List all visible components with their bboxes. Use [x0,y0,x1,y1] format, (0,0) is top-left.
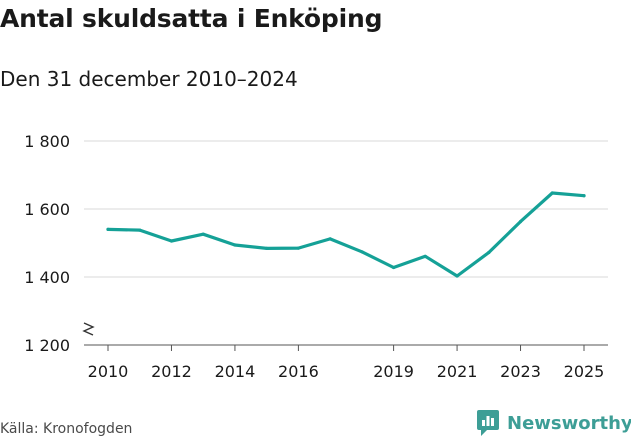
data-point [550,191,554,195]
data-point [169,239,174,243]
data-point [106,227,110,231]
x-tick-label: 2019 [373,362,414,381]
x-tick-label: 2012 [151,362,192,381]
x-tick-label: 2010 [88,362,129,381]
y-tick-label: 1 200 [24,336,70,355]
data-point [201,232,205,236]
data-point [296,246,300,250]
data-point [265,246,269,250]
data-point [328,237,332,241]
x-tick-label: 2025 [564,362,605,381]
chart-title: Antal skuldsatta i Enköping [0,4,383,33]
data-point [233,243,237,247]
y-tick-label: 1 800 [24,132,70,151]
x-tick-label: 2016 [278,362,319,381]
x-tick-label: 2014 [215,362,256,381]
brand-name: Newsworthy [507,412,631,434]
data-point [582,194,586,198]
data-point [423,254,427,258]
newsworthy-logo: Newsworthy [476,409,631,437]
data-point [455,274,459,278]
data-point [487,250,491,255]
line-chart: 1 200 1 400 1 600 1 800 2010 2012 2014 2016 2019… [24,132,608,381]
data-point [360,250,364,254]
data-point [392,265,396,270]
series-line [106,191,586,278]
data-point [138,228,142,232]
axis-break-icon [82,322,95,336]
x-tick-label: 2021 [437,362,478,381]
y-tick-label: 1 600 [24,200,70,219]
source-note: Källa: Kronofogden [0,421,133,437]
x-tick-label: 2023 [500,362,541,381]
chart-subtitle: Den 31 december 2010–2024 [0,67,298,91]
data-point [518,220,523,224]
y-tick-label: 1 400 [24,268,70,287]
newsworthy-icon [477,410,499,436]
